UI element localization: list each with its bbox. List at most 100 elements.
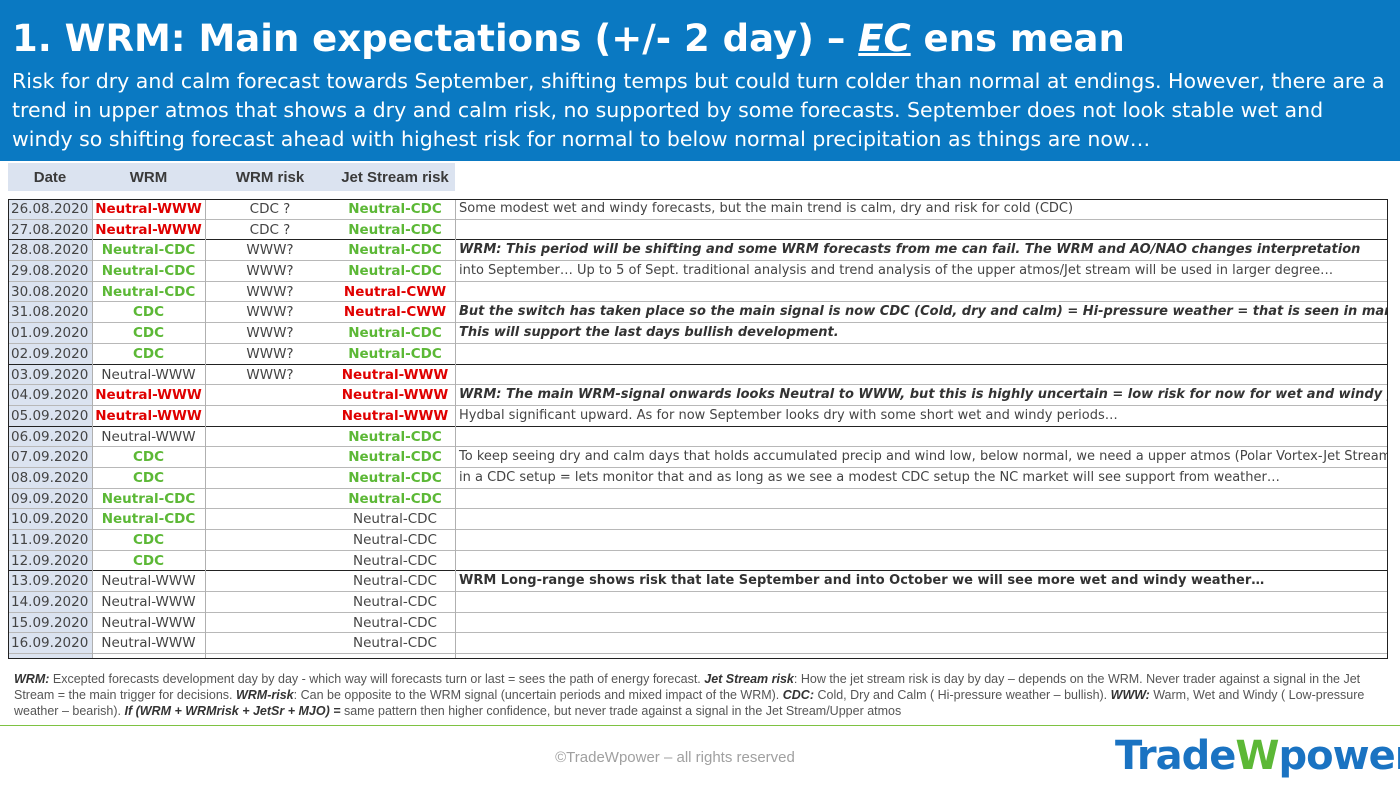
page-subtitle: Risk for dry and calm forecast towards S…: [12, 69, 1385, 151]
table-row: 02.09.2020 CDC WWW? Neutral-CDC: [8, 344, 1388, 365]
row-wrm-risk: [205, 530, 335, 550]
table-row: 05.09.2020 Neutral-WWW Neutral-WWW Hydbal s…: [8, 406, 1388, 427]
row-wrm: Neutral-WWW: [101, 366, 196, 383]
row-date: 03.09.2020: [11, 366, 89, 383]
row-jet-risk: Neutral-WWW: [341, 407, 449, 424]
table-row: 29.08.2020 Neutral-CDC WWW? Neutral-CDC into…: [8, 261, 1388, 282]
row-comment: [455, 489, 1388, 509]
row-wrm: CDC: [132, 449, 165, 466]
col-header-wrm-risk: WRM risk: [205, 163, 335, 191]
row-wrm-risk: [205, 427, 335, 447]
row-comment: This will support the last days bullish …: [459, 325, 839, 341]
row-wrm-risk: [205, 509, 335, 529]
row-date: 26.08.2020: [11, 201, 89, 217]
row-jet-risk: Neutral-CDC: [348, 221, 442, 238]
row-jet-risk: Neutral-CDC: [348, 490, 442, 507]
table-row: 31.08.2020 CDC WWW? Neutral-CWW But the swit…: [8, 302, 1388, 324]
row-wrm-risk: WWW?: [246, 242, 294, 259]
row-wrm-risk: [205, 551, 335, 571]
row-comment: Hydbal significant upward. As for now Se…: [459, 407, 1118, 423]
row-jet-risk: Neutral-CDC: [348, 428, 442, 445]
row-comment: [455, 551, 1388, 571]
row-wrm: CDC: [132, 325, 165, 342]
logo-w: W: [1235, 733, 1279, 779]
row-date: 08.09.2020: [11, 469, 89, 486]
copyright: ©TradeWpower – all rights reserved: [555, 749, 795, 766]
row-date: 11.09.2020: [11, 532, 89, 548]
table-row: 28.08.2020 Neutral-CDC WWW? Neutral-CDC WRM:…: [8, 240, 1388, 262]
row-comment: WRM Long-range shows risk that late Sept…: [459, 573, 1265, 589]
title-banner: 1. WRM: Main expectations (+/- 2 day) – …: [0, 0, 1400, 161]
row-wrm: Neutral-WWW: [101, 635, 196, 652]
row-comment: [455, 344, 1388, 364]
row-jet-risk: Neutral-CDC: [353, 511, 437, 528]
row-wrm: Neutral-CDC: [101, 511, 196, 528]
row-wrm-risk: [205, 613, 335, 633]
tradewpower-logo: TradeWpower: [1115, 733, 1400, 779]
row-jet-risk: Neutral-CDC: [353, 573, 437, 590]
row-comment: [455, 530, 1388, 550]
row-wrm-risk: [205, 489, 335, 509]
table-row: 10.09.2020 Neutral-CDC Neutral-CDC: [8, 509, 1388, 530]
date-column-bg: [8, 199, 92, 659]
row-jet-risk: Neutral-WWW: [341, 387, 449, 404]
table-row: 14.09.2020 Neutral-WWW Neutral-CDC: [8, 592, 1388, 613]
row-jet-risk: Neutral-CDC: [348, 325, 442, 342]
row-wrm-risk: WWW?: [246, 325, 294, 342]
row-comment: [455, 592, 1388, 612]
table-row: 12.09.2020 CDC Neutral-CDC: [8, 551, 1388, 572]
page-title: 1. WRM: Main expectations (+/- 2 day) – …: [12, 14, 1390, 64]
table-row: 01.09.2020 CDC WWW? Neutral-CDC This will su…: [8, 323, 1388, 344]
row-date: 12.09.2020: [11, 552, 89, 569]
table-row: 30.08.2020 Neutral-CDC WWW? Neutral-CWW: [8, 282, 1388, 303]
logo-part: power: [1278, 733, 1400, 779]
row-comment: [455, 427, 1388, 447]
note-key: If (WRM + WRMrisk + JetSr + MJO) =: [124, 704, 341, 718]
table-row: 07.09.2020 CDC Neutral-CDC To keep seeing d…: [8, 447, 1388, 468]
logo-part: Trade: [1115, 733, 1236, 779]
title-text: 1. WRM: Main expectations (+/- 2 day) –: [12, 17, 859, 60]
row-wrm: Neutral-WWW: [95, 407, 202, 424]
col-header-wrm: WRM: [92, 163, 205, 191]
row-wrm-risk: WWW?: [246, 366, 294, 383]
row-comment: Some modest wet and windy forecasts, but…: [459, 201, 1074, 216]
row-wrm-risk: [205, 592, 335, 612]
row-jet-risk: Neutral-CDC: [348, 201, 442, 217]
row-jet-risk: Neutral-CDC: [353, 552, 437, 569]
row-wrm-risk: [205, 468, 335, 488]
row-comment: WRM: This period will be shifting and so…: [459, 242, 1361, 258]
row-wrm: CDC: [132, 532, 165, 548]
col-divider: [205, 199, 206, 659]
table-row: 27.08.2020 Neutral-WWW CDC ? Neutral-CDC: [8, 220, 1388, 241]
row-wrm-risk: CDC ?: [249, 201, 291, 217]
row-date: 15.09.2020: [11, 614, 89, 631]
row-wrm-risk: WWW?: [246, 304, 294, 321]
row-jet-risk: Neutral-CDC: [353, 614, 437, 631]
col-divider: [455, 199, 456, 659]
col-header-jet: Jet Stream risk: [335, 163, 455, 191]
row-date: 09.09.2020: [11, 490, 89, 507]
row-jet-risk: Neutral-CDC: [348, 345, 442, 362]
row-date: 10.09.2020: [11, 511, 89, 528]
row-wrm: Neutral-WWW: [95, 221, 202, 238]
row-comment: [455, 633, 1388, 653]
row-date: 01.09.2020: [11, 325, 89, 342]
row-wrm-risk: CDC ?: [249, 221, 291, 238]
title-ec: EC: [858, 17, 911, 60]
row-comment: But the switch has taken place so the ma…: [459, 304, 1388, 320]
title-suffix: ens mean: [910, 17, 1125, 60]
row-date: 07.09.2020: [11, 449, 89, 466]
row-date: 02.09.2020: [11, 345, 89, 362]
note-key: WRM:: [14, 672, 50, 686]
row-date: 28.08.2020: [11, 242, 89, 259]
row-jet-risk: Neutral-CDC: [348, 449, 442, 466]
note-key: CDC:: [782, 688, 814, 702]
table-row: 06.09.2020 Neutral-WWW Neutral-CDC: [8, 427, 1388, 448]
table-row: 09.09.2020 Neutral-CDC Neutral-CDC: [8, 489, 1388, 510]
row-wrm-risk: WWW?: [246, 283, 294, 300]
row-comment: [455, 613, 1388, 633]
row-date: 04.09.2020: [11, 387, 89, 404]
row-wrm: Neutral-CDC: [101, 263, 196, 280]
note-text: same pattern then higher confidence, but…: [340, 704, 902, 718]
row-wrm: CDC: [132, 304, 165, 321]
